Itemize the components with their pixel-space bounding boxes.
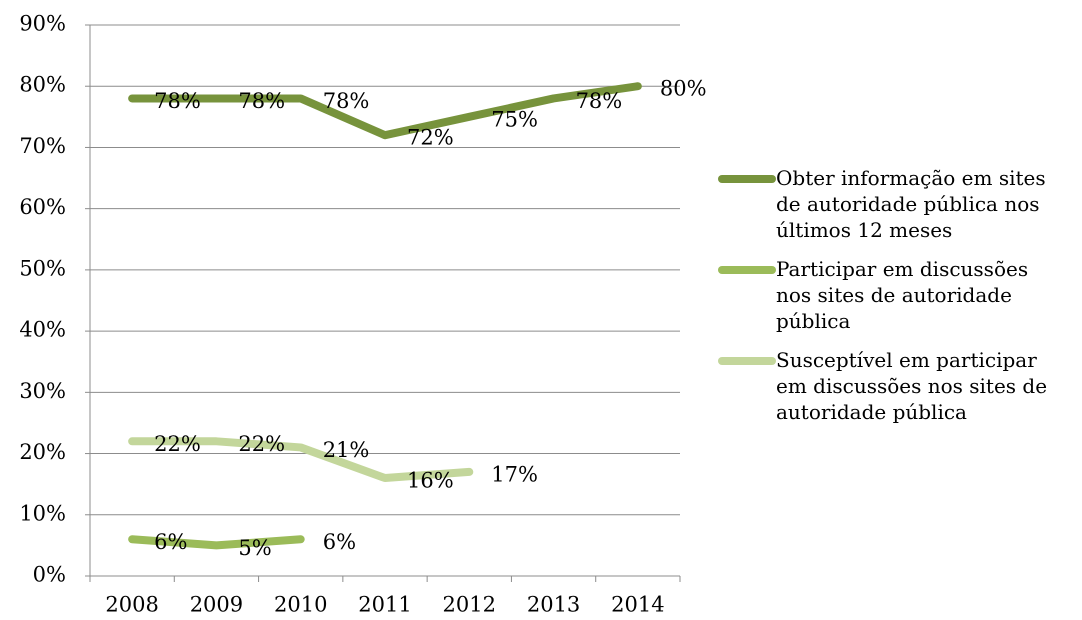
y-tick-label: 0% bbox=[33, 563, 66, 587]
data-label: 75% bbox=[491, 107, 538, 131]
legend-item: Participar em discussões nos sites de au… bbox=[718, 256, 1078, 334]
x-tick-label: 2012 bbox=[443, 593, 496, 617]
data-label: 22% bbox=[238, 432, 285, 456]
data-label: 78% bbox=[238, 89, 285, 113]
legend: Obter informação em sites de autoridade … bbox=[718, 165, 1078, 438]
y-tick-label: 80% bbox=[19, 73, 66, 97]
data-label: 72% bbox=[407, 126, 454, 150]
x-tick-label: 2011 bbox=[358, 593, 411, 617]
x-tick-label: 2009 bbox=[190, 593, 243, 617]
legend-swatch bbox=[718, 175, 776, 183]
series-line bbox=[128, 437, 474, 483]
data-label: 78% bbox=[323, 89, 370, 113]
y-tick-label: 60% bbox=[19, 195, 66, 219]
y-tick-label: 90% bbox=[19, 12, 66, 36]
data-label: 5% bbox=[238, 536, 271, 560]
legend-label: Obter informação em sites de autoridade … bbox=[776, 166, 1046, 242]
x-tick-label: 2013 bbox=[527, 593, 580, 617]
legend-label: Susceptível em participar em discussões … bbox=[776, 348, 1048, 424]
series-line bbox=[128, 535, 305, 550]
data-label: 17% bbox=[491, 462, 538, 486]
data-label: 80% bbox=[660, 77, 707, 101]
y-tick-label: 20% bbox=[19, 440, 66, 464]
y-tick-label: 40% bbox=[19, 318, 66, 342]
y-tick-label: 70% bbox=[19, 134, 66, 158]
legend-label: Participar em discussões nos sites de au… bbox=[776, 257, 1029, 333]
data-label: 6% bbox=[154, 530, 187, 554]
x-tick-label: 2008 bbox=[105, 593, 158, 617]
legend-swatch bbox=[718, 266, 776, 274]
x-tick-label: 2014 bbox=[611, 593, 664, 617]
legend-swatch bbox=[718, 357, 776, 365]
legend-item: Obter informação em sites de autoridade … bbox=[718, 165, 1078, 243]
y-tick-label: 50% bbox=[19, 256, 66, 280]
y-tick-label: 30% bbox=[19, 379, 66, 403]
legend-item: Susceptível em participar em discussões … bbox=[718, 347, 1078, 425]
data-label: 21% bbox=[323, 438, 370, 462]
data-label: 22% bbox=[154, 432, 201, 456]
data-label: 78% bbox=[576, 89, 623, 113]
data-label: 6% bbox=[323, 530, 356, 554]
series-line bbox=[128, 82, 642, 140]
data-label: 16% bbox=[407, 469, 454, 493]
x-tick-label: 2010 bbox=[274, 593, 327, 617]
data-label: 78% bbox=[154, 89, 201, 113]
y-tick-label: 10% bbox=[19, 501, 66, 525]
